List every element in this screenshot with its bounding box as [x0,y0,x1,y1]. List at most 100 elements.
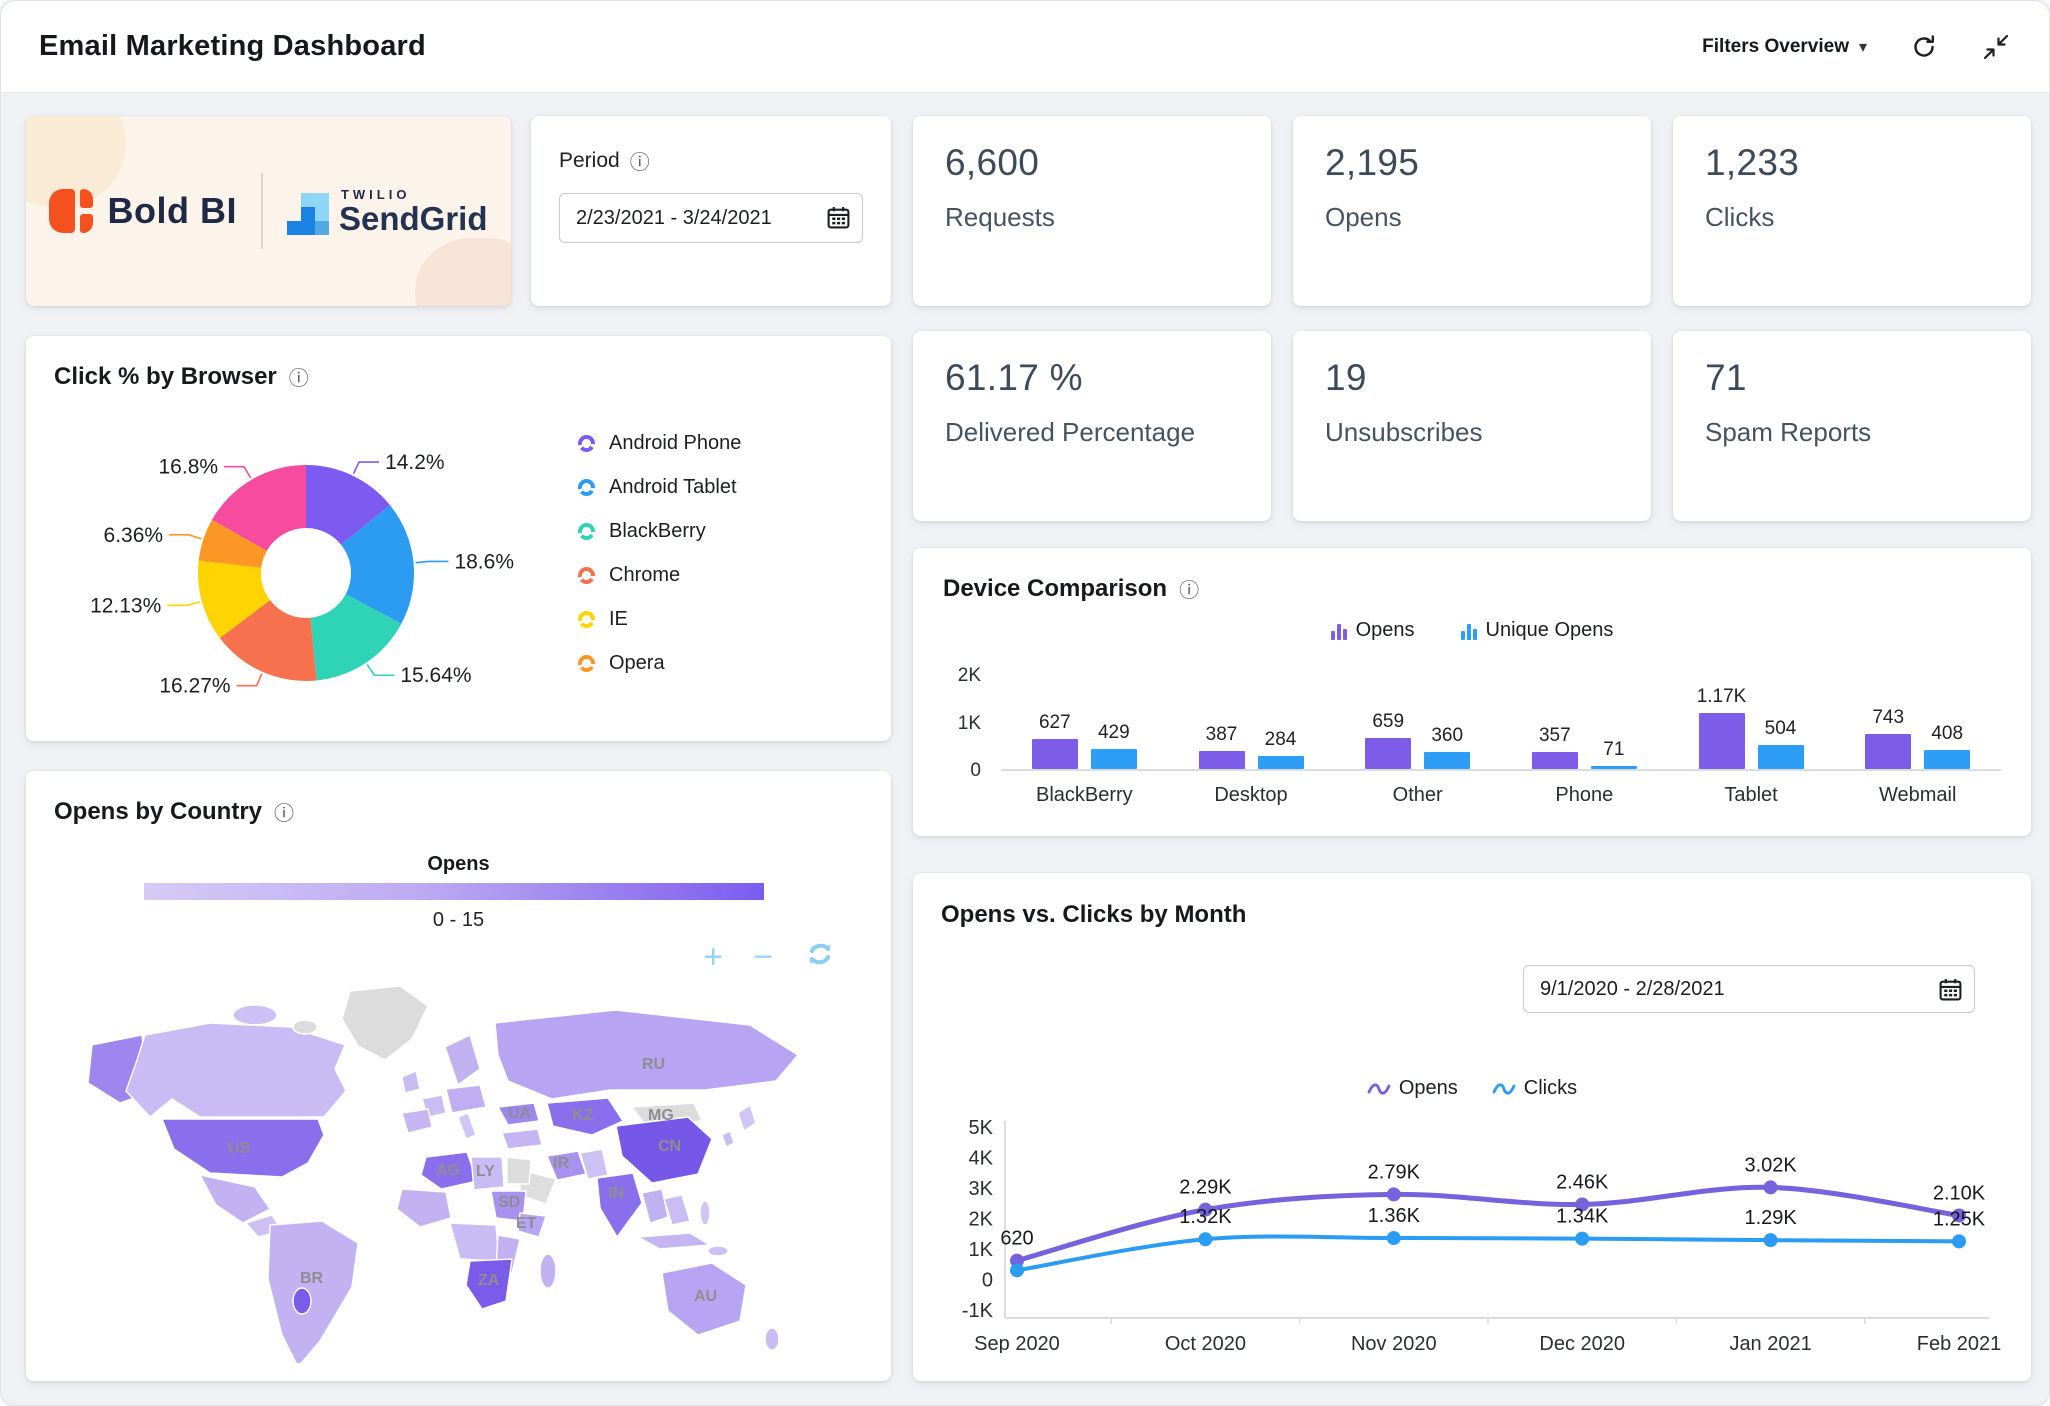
opens-by-country-card: Opens by Country ⓘ Opens 0 - 15 + − [26,771,891,1381]
line-y-tick: 3K [969,1178,994,1200]
kpi-label: Spam Reports [1705,417,1872,447]
donut-leader-line [169,534,202,540]
bar-unique-opens[interactable]: 284 [1257,729,1304,769]
browser-donut-chart[interactable]: 14.2% 18.6% 15.64% 16.27% 12.13% 6.36% 16.8% [38,418,578,734]
map-reset-button[interactable] [803,939,837,975]
donut-leader-line [366,663,395,677]
country-label: AG [436,1162,460,1179]
legend-item-android-phone[interactable]: Android Phone [578,432,741,455]
info-icon[interactable]: ⓘ [274,803,295,825]
filters-overview-dropdown[interactable]: Filters Overview ▾ [1702,36,1867,58]
point-value-label: 2.79K [1368,1161,1421,1183]
bar-opens[interactable]: 743 [1865,707,1912,769]
map-zoom-in-button[interactable]: + [703,938,724,976]
world-choropleth-map[interactable]: US BR RU UA KZ MG CN IR IN AG LY SD ET Z… [50,983,865,1369]
kpi-card-clicks: 1,233 Clicks [1673,116,2031,306]
data-point-opens[interactable] [1386,1187,1401,1202]
data-point-opens[interactable] [1010,1253,1024,1268]
point-value-label: 620 [1000,1228,1033,1250]
data-point-opens[interactable] [1575,1197,1590,1212]
bar-opens[interactable]: 659 [1365,711,1412,769]
data-point-opens[interactable] [1198,1202,1213,1217]
legend-item-ie[interactable]: IE [578,608,741,631]
legend-item-opera[interactable]: Opera [578,652,741,675]
line-x-label: Dec 2020 [1539,1333,1625,1353]
kpi-card-requests: 6,600 Requests [913,116,1271,306]
info-icon[interactable]: ⓘ [1179,580,1200,602]
data-point-opens[interactable] [1763,1180,1778,1195]
bar-group: 1.17K 504 [1668,676,1835,769]
line-y-tick: -1K [962,1300,994,1322]
bar-opens[interactable]: 1.17K [1697,686,1746,769]
bar-opens[interactable]: 387 [1198,724,1245,769]
bar-value-label: 387 [1205,723,1238,745]
data-point-clicks[interactable] [1198,1232,1213,1247]
bar-legend: Opens Unique Opens [913,620,2031,640]
kpi-label: Opens [1325,202,1402,232]
legend-item-android-tablet[interactable]: Android Tablet [578,476,741,499]
opens-clicks-line-chart[interactable]: 5K 4K 3K 2K 1K 0 -1K Sep 2020 Oct 2020 Nov 2020 De… [939,1115,2001,1358]
dashboard-board: Bold BI TWILIO SendGrid Period ⓘ [1,93,2049,1405]
legend-item-chrome[interactable]: Chrome [578,564,741,587]
bar-chart-icon [1460,624,1477,640]
data-point-clicks[interactable] [1010,1263,1024,1278]
donut-slice[interactable] [198,560,271,639]
calendar-icon[interactable] [826,205,851,235]
bar-unique-opens[interactable]: 71 [1590,739,1637,769]
data-point-clicks[interactable] [1575,1231,1590,1246]
period-date-input[interactable] [559,193,863,243]
bar-group: 387 284 [1168,676,1335,769]
data-point-clicks[interactable] [1763,1233,1778,1248]
card-title: Opens vs. Clicks by Month [941,901,1247,928]
legend-item-opens[interactable]: Opens [1330,620,1415,640]
bar-category-label: Desktop [1214,784,1288,806]
info-icon[interactable]: ⓘ [629,152,650,174]
line-chart-date-input[interactable] [1523,965,1975,1013]
legend-marker-icon [578,479,595,496]
bar-unique-opens[interactable]: 360 [1424,725,1471,769]
donut-slice[interactable] [310,594,402,681]
line-x-label: Nov 2020 [1351,1333,1437,1353]
boldbi-logo: Bold BI [49,189,236,233]
wave-icon [1367,1082,1391,1095]
donut-legend: Android Phone Android Tablet BlackBerry … [578,432,741,675]
refresh-button[interactable] [1909,32,1939,62]
donut-percent-label: 15.64% [400,664,471,687]
bar-opens[interactable]: 627 [1031,712,1078,769]
donut-slice[interactable] [219,600,317,681]
bar-unique-opens[interactable]: 429 [1090,722,1137,769]
bar-category-label: Other [1392,784,1443,806]
brand-card: Bold BI TWILIO SendGrid [26,116,511,306]
period-label: Period [559,148,620,172]
collapse-button[interactable] [1981,32,2011,62]
country-label: IR [553,1155,569,1172]
bar-unique-opens[interactable]: 504 [1757,718,1804,769]
bar-unique-opens[interactable]: 408 [1924,723,1971,769]
bar-x-axis-labels: BlackBerry Desktop Other Phone Tablet Webmail [1001,784,2001,807]
donut-slice[interactable] [341,505,414,624]
card-title: Device Comparison [943,574,1168,602]
bar-category-label: Phone [1555,784,1614,806]
data-point-opens[interactable] [1952,1208,1966,1223]
legend-item-unique-opens[interactable]: Unique Opens [1460,620,1613,640]
kpi-value: 61.17 % [945,357,1083,398]
legend-item-opens[interactable]: Opens [1367,1077,1458,1100]
point-value-label: 2.46K [1556,1171,1609,1193]
device-bar-chart[interactable]: 2K 1K 0 627 429 387 284 659 360 357 71 1.17K 504 743… [943,665,2001,781]
data-point-clicks[interactable] [1386,1231,1401,1246]
bar-opens[interactable]: 357 [1531,725,1578,769]
legend-item-clicks[interactable]: Clicks [1492,1077,1577,1100]
map-zoom-out-button[interactable]: − [753,938,773,976]
data-point-clicks[interactable] [1952,1234,1966,1249]
info-icon[interactable]: ⓘ [288,368,309,390]
sendgrid-logo-text: SendGrid [338,200,488,237]
donut-slice[interactable] [212,465,306,551]
line-y-tick: 5K [969,1117,994,1139]
donut-slice[interactable] [306,465,391,545]
legend-marker-icon [578,611,595,628]
device-comparison-card: Device Comparison ⓘ Opens Unique Opens 2… [913,548,2031,836]
calendar-icon[interactable] [1938,977,1963,1007]
legend-item-blackberry[interactable]: BlackBerry [578,520,741,543]
donut-slice[interactable] [198,519,267,568]
bar-value-label: 627 [1038,712,1071,734]
